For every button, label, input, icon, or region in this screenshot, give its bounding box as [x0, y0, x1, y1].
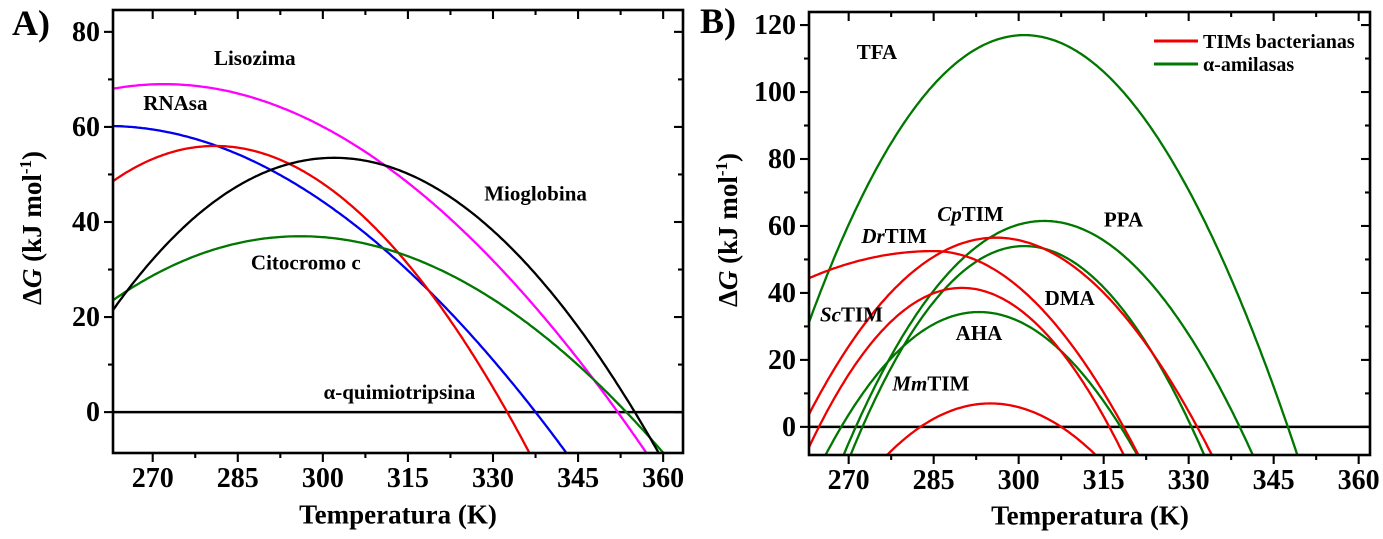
delta-symbol: Δ	[17, 288, 47, 306]
curve-label-DMA: DMA	[1045, 286, 1096, 310]
y-axis-unit-exponent: -1	[16, 159, 35, 175]
legend-item-label: TIMs bacterianas	[1203, 31, 1355, 53]
y-axis-unit-exponent: -1	[712, 161, 731, 177]
curve-Citocromo c	[113, 235, 665, 453]
x-tick-label: 345	[1253, 465, 1295, 496]
y-axis-unit-close: )	[713, 152, 743, 162]
curve-ScTIM	[809, 286, 1126, 455]
curve-AHA	[824, 310, 1139, 455]
y-axis-title-a: ΔG (kJ mol-1)	[16, 151, 48, 305]
curve-label-DrTIM: DrTIM	[860, 224, 927, 248]
y-tick-label: 20	[768, 345, 796, 376]
curve-label-α-quimiotripsina: α-quimiotripsina	[324, 380, 476, 404]
y-tick-label: 0	[782, 412, 796, 443]
y-axis-unit: (kJ mol	[17, 174, 47, 269]
y-axis-unit-close: )	[17, 150, 47, 160]
y-tick-label: 40	[72, 207, 100, 238]
legend-item-label: α-amilasas	[1203, 54, 1294, 76]
curves	[113, 83, 665, 453]
curve-label-plain-part: TIM	[962, 202, 1004, 226]
curve-label-RNAsa: RNAsa	[143, 91, 208, 115]
curve-label-CpTIM: CpTIM	[937, 202, 1004, 226]
y-tick-label: 100	[754, 77, 796, 108]
x-tick-label: 285	[913, 465, 955, 496]
y-axis-title-b: ΔG (kJ mol-1)	[712, 153, 744, 307]
plot-frame	[807, 10, 1372, 457]
curve-RNAsa	[113, 124, 568, 453]
x-tick-label: 360	[642, 463, 684, 494]
x-tick-label: 285	[217, 463, 259, 494]
y-axis-unit: (kJ mol	[713, 176, 743, 271]
curve-TFA	[809, 33, 1299, 455]
y-tick-label: 60	[72, 112, 100, 143]
curve-label-plain-part: TIM	[841, 303, 883, 327]
curve-label-plain-part: TIM	[885, 224, 927, 248]
plot-area	[113, 10, 683, 453]
curve-label-MmTIM: MmTIM	[891, 371, 969, 395]
curve-label-PPA: PPA	[1104, 207, 1144, 231]
x-tick-label: 300	[302, 463, 344, 494]
panel-B: 270 285 300 315 330 345 360 0 20 40 60 80 100 120 TFA P…	[754, 10, 1380, 496]
plot-frame	[111, 8, 685, 455]
curve-label-AHA: AHA	[956, 321, 1004, 345]
g-symbol: G	[713, 270, 743, 291]
curve-Mioglobina	[113, 156, 661, 453]
x-tick-label: 270	[828, 465, 870, 496]
curve-DrTIM	[809, 249, 1140, 455]
delta-symbol: Δ	[713, 290, 743, 308]
x-tick-label: 270	[132, 463, 174, 494]
panel-label-b: B)	[700, 1, 736, 41]
y-tick-label: 0	[86, 397, 100, 428]
curve-Lisozima	[113, 83, 648, 453]
x-axis-title-b: Temperatura (K)	[991, 500, 1189, 531]
x-tick-label: 360	[1338, 465, 1380, 496]
x-tick-label: 330	[1168, 465, 1210, 496]
curve-label-ScTIM: ScTIM	[820, 303, 883, 327]
x-tick-label: 300	[998, 465, 1040, 496]
y-tick-label: 20	[72, 302, 100, 333]
curve-label-italic-part: Sc	[820, 303, 842, 327]
curve-label-italic-part: Cp	[937, 202, 962, 226]
y-tick-label: 80	[768, 144, 796, 175]
curve-α-quimiotripsina	[113, 144, 531, 453]
x-tick-label: 345	[557, 463, 599, 494]
y-tick-label: 80	[72, 17, 100, 48]
x-tick-label: 330	[472, 463, 514, 494]
curve-label-TFA: TFA	[857, 40, 898, 64]
curve-CpTIM	[809, 236, 1214, 455]
y-tick-label: 120	[754, 10, 796, 41]
curve-label-Citocromo c: Citocromo c	[251, 250, 361, 274]
curve-MmTIM	[885, 402, 1098, 455]
panel-A: 270 285 300 315 330 345 360 0 20 40 60 80 RNAsaLisoz…	[72, 8, 685, 494]
curves	[809, 33, 1299, 455]
curve-PPA	[842, 219, 1255, 455]
curve-label-plain-part: TIM	[927, 371, 969, 395]
curve-label-italic-part: Dr	[860, 224, 885, 248]
curve-label-italic-part: Mm	[891, 371, 927, 395]
x-tick-label: 315	[387, 463, 429, 494]
curve-label-Lisozima: Lisozima	[214, 46, 296, 70]
y-tick-label: 40	[768, 278, 796, 309]
panel-label-a: A)	[12, 3, 50, 43]
g-symbol: G	[17, 268, 47, 289]
curve-label-Mioglobina: Mioglobina	[484, 181, 587, 205]
ticks	[104, 10, 683, 462]
y-tick-label: 60	[768, 211, 796, 242]
x-axis-title-a: Temperatura (K)	[299, 499, 497, 530]
x-tick-label: 315	[1083, 465, 1125, 496]
